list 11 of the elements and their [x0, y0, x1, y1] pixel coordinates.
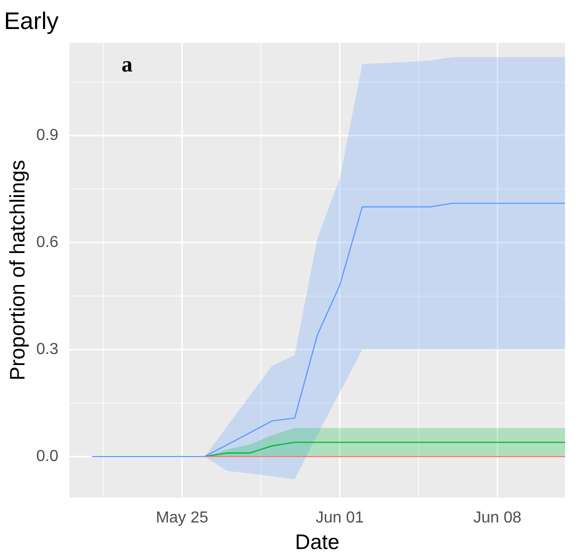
x-tick-label: Jun 08: [473, 510, 522, 527]
y-tick-label: 0.3: [36, 340, 59, 358]
y-tick-label: 0.0: [36, 448, 59, 465]
y-tick-label: 0.9: [36, 126, 59, 144]
x-tick-label: May 25: [156, 510, 208, 527]
y-axis-title: Proportion of hatchlings: [6, 160, 30, 381]
x-axis-title: Date: [295, 531, 340, 554]
chart-title: Early: [4, 8, 59, 36]
annotation: a: [121, 51, 132, 76]
x-tick-label: Jun 01: [316, 510, 364, 527]
y-tick-label: 0.6: [36, 234, 59, 251]
